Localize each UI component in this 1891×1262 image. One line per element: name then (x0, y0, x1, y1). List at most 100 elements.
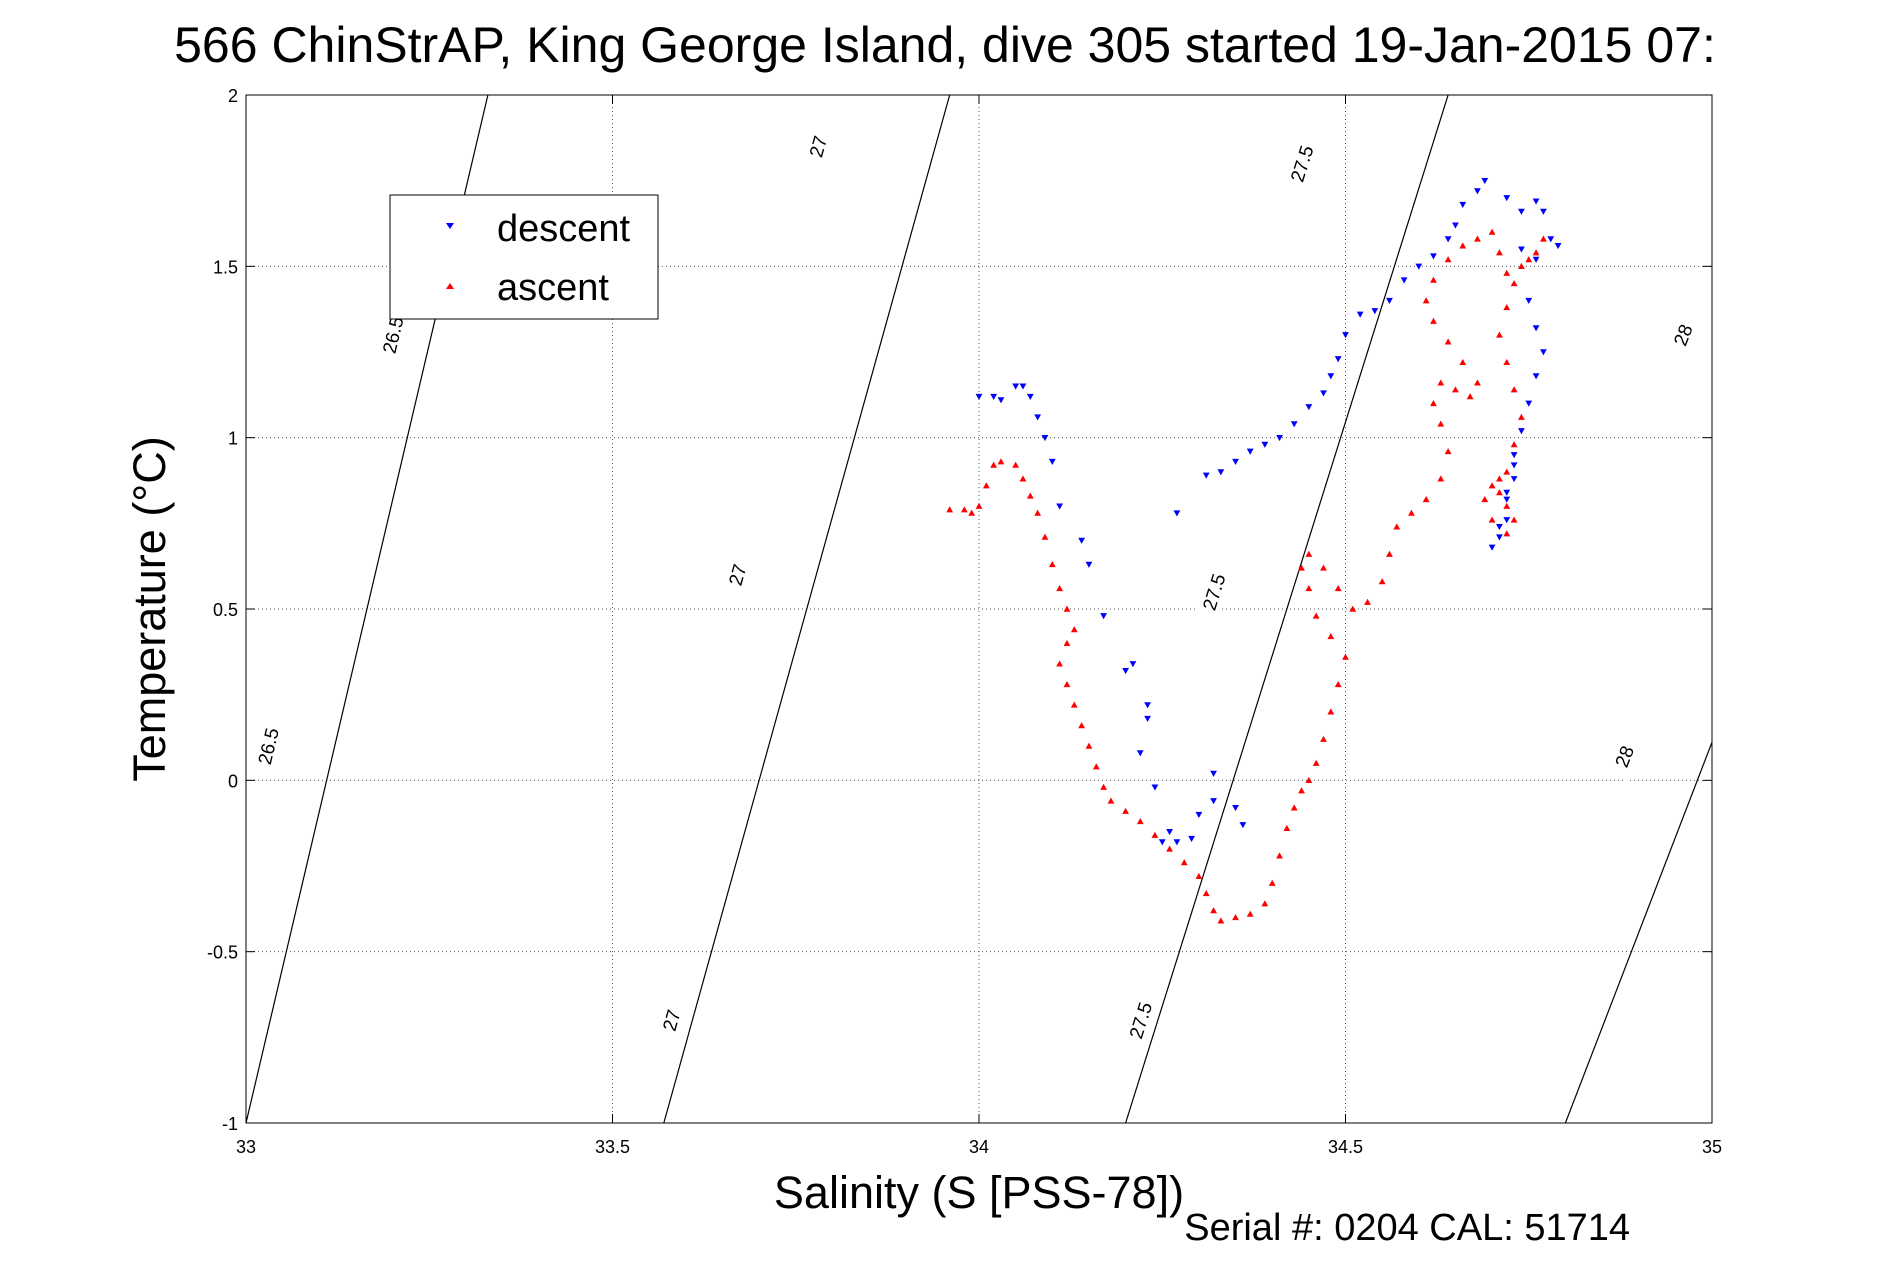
ascent-point (1481, 495, 1489, 503)
ascent-point (1474, 235, 1481, 242)
ascent-point (1503, 269, 1511, 276)
ascent-point (1063, 639, 1071, 646)
ascent-point (975, 502, 983, 509)
descent-point (1452, 222, 1459, 229)
ascent-point (1488, 516, 1496, 523)
ascent-point (960, 506, 968, 513)
descent-point (1525, 400, 1533, 407)
ascent-point (1496, 475, 1503, 482)
ascent-point (1342, 653, 1349, 660)
legend-ascent-label: ascent (497, 267, 609, 309)
descent-point (1041, 434, 1049, 442)
legend-box (389, 194, 659, 320)
ascent-point (1510, 386, 1518, 393)
descent-point (1554, 243, 1562, 250)
ascent-point (1444, 447, 1452, 455)
ascent-point (1510, 441, 1518, 448)
descent-point (1048, 458, 1056, 466)
descent-point (1510, 452, 1518, 459)
ascent-point (1518, 413, 1525, 420)
isopycnal-label-bg (375, 310, 410, 360)
isopycnal-label-bg (1663, 310, 1702, 360)
ascent-point (1503, 530, 1511, 537)
y-tick-label: -0.5 (207, 943, 238, 963)
descent-point (1239, 822, 1247, 829)
descent-point (1056, 503, 1064, 510)
ascent-point (1327, 633, 1335, 640)
ascent-point (1092, 763, 1100, 770)
ascent-point (1078, 722, 1086, 729)
descent-point (1474, 188, 1481, 195)
ascent-point (1437, 420, 1445, 427)
descent-point (1540, 208, 1547, 215)
legend-descent-label: descent (497, 208, 631, 250)
x-tick-label: 33 (236, 1137, 256, 1157)
ascent-point (1246, 910, 1254, 917)
isopycnal-label-bg (1283, 138, 1320, 189)
ascent-point (1444, 338, 1452, 345)
descent-point (1400, 277, 1408, 284)
ascent-point (1334, 680, 1342, 688)
ascent-point (1474, 379, 1481, 386)
ascent-point (1320, 564, 1327, 571)
legend-descent-marker (446, 223, 454, 229)
ascent-point (1312, 612, 1320, 619)
grid-lines (246, 95, 1712, 1123)
ascent-point (1210, 907, 1217, 914)
ascent-point (1488, 482, 1496, 489)
ascent-point (1510, 280, 1518, 287)
descent-point (1019, 383, 1027, 390)
ascent-point (1496, 331, 1503, 338)
ascent-point (1503, 468, 1511, 475)
ascent-point (1107, 797, 1115, 804)
descent-point (1232, 805, 1239, 812)
ascent-point (1063, 680, 1071, 688)
ascent-point (1510, 516, 1518, 523)
ascent-point (1430, 317, 1437, 324)
ascent-point (1496, 249, 1503, 256)
x-axis-title: Salinity (S [PSS-78]) (774, 1167, 1184, 1218)
y-tick-label: 1 (228, 429, 238, 449)
descent-point (1122, 667, 1129, 675)
descent-point (1290, 421, 1298, 428)
ascent-point (1298, 564, 1305, 571)
ascent-point (1122, 807, 1129, 814)
isopycnal-line-27 (663, 95, 951, 1123)
descent-point (1144, 702, 1151, 709)
ascent-point (1503, 304, 1511, 311)
descent-point (1210, 770, 1217, 777)
descent-point (1510, 462, 1518, 469)
ascent-point (1070, 626, 1078, 633)
descent-point (1078, 537, 1086, 544)
descent-point (1034, 414, 1042, 421)
descent-point (1320, 390, 1327, 397)
descent-point (1532, 325, 1540, 332)
descent-point (1540, 349, 1547, 356)
descent-point (1532, 198, 1540, 205)
isopycnal-label-bg (1604, 731, 1644, 782)
descent-point (1188, 835, 1195, 842)
descent-point (1261, 441, 1269, 448)
ascent-point (1488, 228, 1496, 235)
ascent-point (1048, 561, 1056, 568)
ascent-point (1349, 605, 1357, 612)
descent-point (1518, 428, 1525, 435)
isopycnal-label-bg (1195, 567, 1232, 617)
ascent-point (1503, 502, 1511, 509)
descent-point (1246, 448, 1254, 455)
descent-point (1547, 236, 1555, 243)
y-tick-label: 0.5 (213, 600, 238, 620)
descent-point (1173, 510, 1181, 517)
descent-point (1481, 177, 1489, 185)
chart-title: 566 ChinStrAP, King George Island, dive … (174, 17, 1716, 73)
ascent-point (1026, 492, 1034, 499)
ascent-point (1100, 783, 1108, 790)
descent-point (1100, 613, 1108, 620)
descent-point (1371, 308, 1379, 315)
descent-point (1532, 256, 1540, 263)
ascent-point (1452, 386, 1459, 393)
descent-point (1195, 811, 1203, 818)
x-tick-label: 33.5 (595, 1137, 630, 1157)
descent-point (1503, 489, 1511, 496)
